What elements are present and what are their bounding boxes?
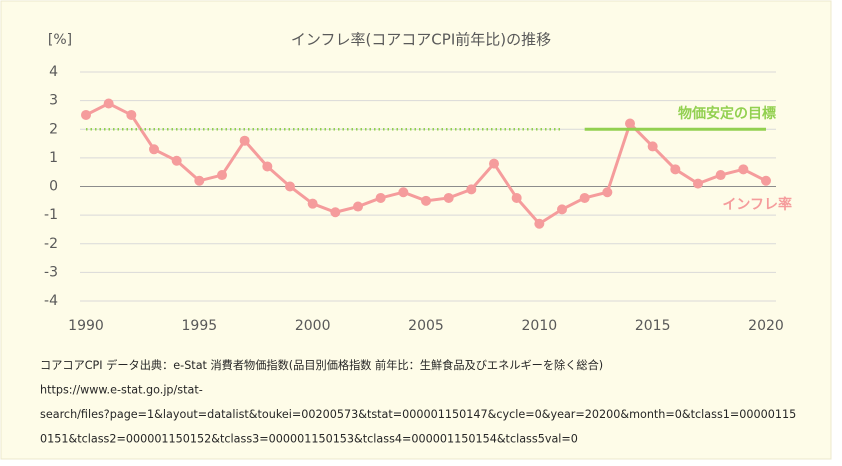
y-tick-label: -1	[44, 207, 58, 223]
point	[262, 161, 273, 172]
x-tick-label: 2000	[295, 318, 331, 334]
y-unit: [%]	[48, 32, 72, 48]
point	[489, 158, 499, 169]
x-tick-label: 2020	[748, 318, 784, 334]
point	[285, 181, 295, 192]
y-tick-label: -3	[44, 264, 58, 280]
x-tick-label: 2005	[408, 318, 444, 334]
x-tick-label: 1990	[68, 318, 104, 334]
point	[171, 155, 182, 166]
source-text: 0151&tclass2=000001150152&tclass3=000001…	[40, 433, 578, 446]
point	[715, 170, 726, 181]
point	[511, 192, 522, 203]
point	[557, 204, 567, 215]
series-label: 物価安定の目標	[678, 105, 776, 122]
point	[625, 118, 635, 129]
x-tick-label: 2010	[522, 318, 558, 334]
source-text: search/files?page=1&layout=datalist&touk…	[40, 408, 796, 421]
point	[307, 198, 318, 209]
point	[217, 170, 227, 181]
point	[126, 109, 137, 120]
point	[421, 195, 431, 206]
series-label: インフレ率	[722, 196, 792, 213]
point	[602, 187, 613, 198]
point	[149, 144, 159, 155]
point	[466, 184, 477, 195]
point	[738, 164, 749, 175]
point	[81, 109, 91, 120]
point	[353, 201, 363, 212]
y-tick-label: 0	[49, 179, 58, 195]
x-tick-label: 1995	[182, 318, 218, 334]
source-text: コアコアCPI データ出典：e-Stat 消費者物価指数(品目別価格指数 前年比…	[40, 358, 603, 372]
y-tick-label: -4	[44, 293, 58, 309]
y-tick-label: 1	[49, 150, 58, 166]
point	[647, 141, 658, 152]
x-tick-label: 2015	[635, 318, 671, 334]
point	[398, 187, 409, 198]
y-tick-label: 2	[49, 121, 58, 137]
point	[330, 207, 341, 218]
point	[103, 98, 114, 109]
point	[693, 178, 703, 189]
chart-title: インフレ率(コアコアCPI前年比)の推移	[291, 31, 551, 49]
y-tick-label: 3	[49, 93, 58, 109]
point	[239, 135, 250, 146]
point	[670, 164, 681, 175]
source-text: https://www.e-stat.go.jp/stat-	[40, 384, 203, 397]
point	[534, 218, 545, 229]
y-tick-label: -2	[44, 236, 58, 252]
point	[579, 192, 590, 203]
point	[375, 192, 386, 203]
point	[443, 192, 454, 203]
point	[194, 175, 205, 186]
y-tick-label: 4	[49, 64, 58, 80]
point	[761, 175, 771, 186]
background	[0, 0, 832, 460]
